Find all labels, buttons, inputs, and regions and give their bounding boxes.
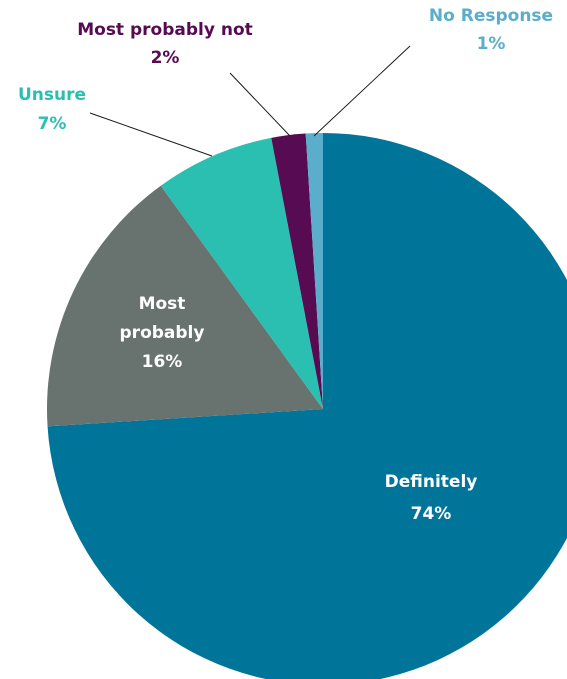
category-label-no-response: No Response	[429, 6, 553, 26]
slice-most-probably-not	[271, 133, 323, 410]
leader-lines	[89, 45, 411, 157]
leader-line-no-response	[313, 45, 411, 137]
category-label-most-probably: Most	[139, 294, 186, 314]
data-label-most-probably-not: 2%	[151, 48, 180, 68]
category-label-unsure: Unsure	[18, 85, 86, 105]
category-label-most-probably-not: Most probably not	[77, 20, 253, 40]
leader-line-unsure	[89, 112, 213, 157]
data-label-unsure: 7%	[38, 114, 67, 134]
leader-line-most-probably-not	[229, 72, 291, 137]
slice-unsure	[160, 137, 323, 409]
data-label-most-probably: 16%	[142, 352, 183, 372]
data-label-no-response: 1%	[477, 34, 506, 54]
slice-definitely	[47, 133, 567, 679]
pie-slices	[46, 132, 567, 679]
data-label-definitely: 74%	[411, 504, 452, 524]
slice-most-probably	[46, 185, 324, 427]
slice-labels: Definitely 74% Most probably 16% Unsure 7% Most…	[18, 6, 553, 524]
category-label-definitely: Definitely	[385, 472, 478, 492]
category-label-most-probably: probably	[120, 323, 205, 343]
slice-no-response	[305, 132, 323, 409]
